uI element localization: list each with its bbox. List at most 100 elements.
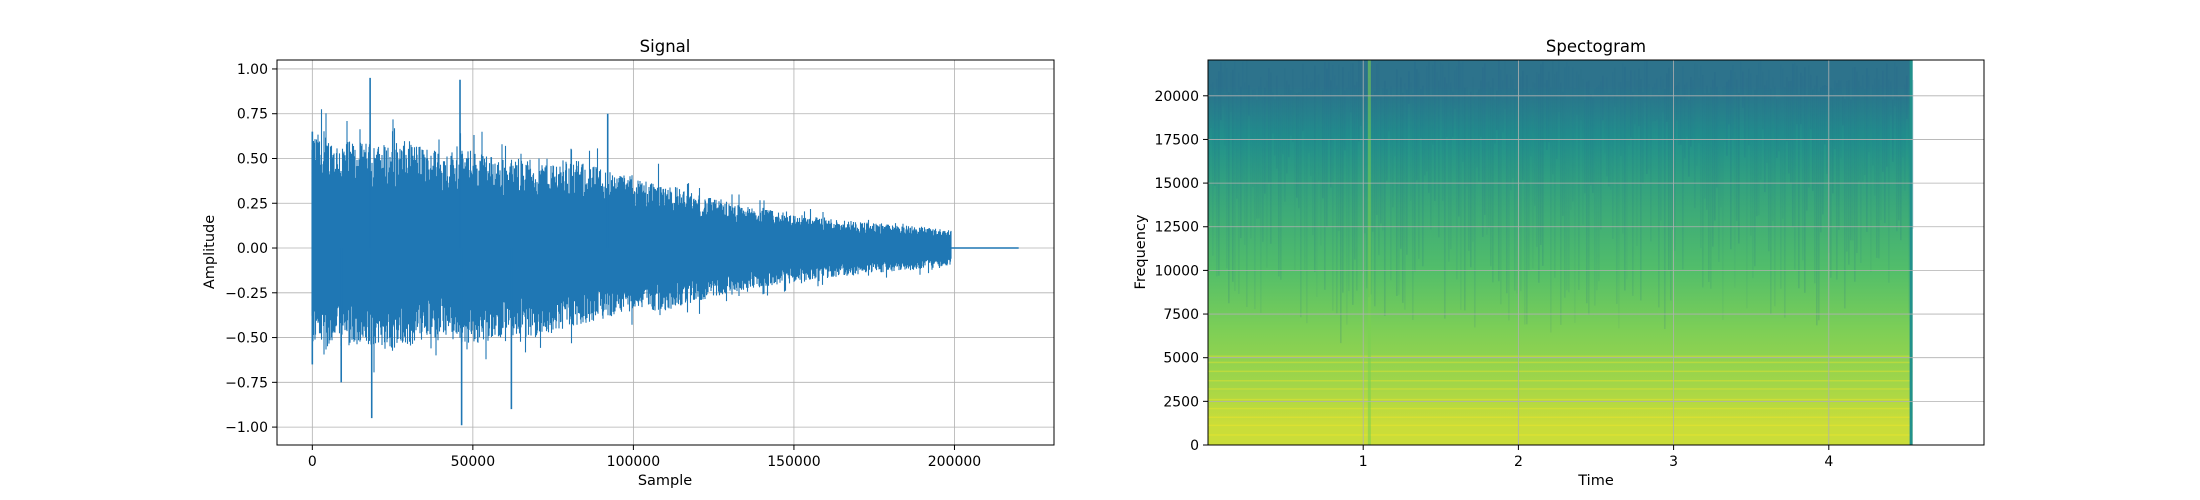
spectrogram-streak <box>1438 80 1440 238</box>
spectrogram-streak <box>1698 77 1700 143</box>
spectrogram-streak <box>1528 93 1530 271</box>
spectrogram-y-tick-label: 7500 <box>1163 307 1199 323</box>
spectrogram-x-tick-label: 4 <box>1824 454 1833 470</box>
spectrogram-y-tick-label: 15000 <box>1154 176 1199 192</box>
spectrogram-streak <box>1570 87 1572 210</box>
spectrogram-streak <box>1366 61 1368 289</box>
spectrogram-streak <box>1576 71 1578 115</box>
spectrogram-streak <box>1266 80 1268 268</box>
spectrogram-streak <box>1490 87 1492 267</box>
spectrogram-streak <box>1414 61 1416 272</box>
spectrogram-streak <box>1848 80 1850 265</box>
spectrogram-streak <box>1230 72 1232 112</box>
spectrogram-streak <box>1444 77 1446 319</box>
spectrogram-streak <box>1620 82 1622 156</box>
spectrogram-xlabel: Time <box>1577 473 1614 489</box>
spectrogram-streak <box>1780 64 1782 289</box>
spectrogram-streak <box>1450 82 1452 250</box>
spectrogram-y-ticks: 0 2500 5000 7500 10000 12500 15000 17500 20000 <box>1154 89 1208 454</box>
spectrogram-streak <box>1310 82 1312 177</box>
spectrogram-streak <box>1364 89 1366 234</box>
spectrogram-streak <box>1372 95 1374 232</box>
spectrogram-streak <box>1300 92 1302 318</box>
spectrogram-x-tick-label: 1 <box>1359 454 1368 470</box>
signal-y-tick-label: −0.25 <box>225 286 268 302</box>
spectrogram-streak <box>1278 96 1280 277</box>
spectrogram-streak <box>1250 95 1252 239</box>
spectrogram-frame <box>1207 59 1985 446</box>
spectrogram-streak <box>1858 81 1860 182</box>
spectrogram-streak <box>1880 85 1882 221</box>
spectrogram-streak <box>1688 99 1690 177</box>
spectrogram-streak <box>1712 79 1714 247</box>
spectrogram-streak <box>1902 96 1904 158</box>
spectrogram-harmonic <box>1208 398 1913 401</box>
spectrogram-streak <box>1726 81 1728 156</box>
spectrogram-streak <box>1644 60 1646 103</box>
spectrogram-streak <box>1806 95 1808 211</box>
spectrogram-streak <box>1510 74 1512 191</box>
signal-x-ticks: 0 50000 100000 150000 200000 <box>308 445 981 470</box>
spectrogram-streak <box>1460 63 1462 310</box>
spectrogram-streak <box>1422 85 1424 267</box>
spectrogram-streak <box>1892 99 1894 162</box>
spectrogram-streak <box>1318 74 1320 182</box>
spectrogram-streak <box>1434 61 1436 201</box>
spectrogram-streak <box>1692 80 1694 140</box>
spectrogram-streak <box>1706 85 1708 210</box>
spectrogram-streak <box>1636 80 1638 246</box>
spectrogram-streak <box>1452 91 1454 137</box>
spectrogram-streak <box>1886 63 1888 167</box>
spectrogram-streak <box>1412 93 1414 321</box>
spectrogram-streak <box>1360 61 1362 126</box>
spectrogram-edge <box>1909 60 1913 445</box>
spectrogram-streak <box>1594 88 1596 306</box>
spectrogram-streak <box>1704 93 1706 199</box>
spectrogram-streak <box>1756 75 1758 217</box>
spectrogram-streak <box>1308 88 1310 153</box>
spectrogram-streak <box>1286 80 1288 174</box>
spectrogram-streak <box>1654 83 1656 121</box>
signal-y-tick-label: 1.00 <box>237 62 268 78</box>
spectrogram-streak <box>1690 77 1692 147</box>
spectrogram-streak <box>1314 65 1316 272</box>
spectrogram-streak <box>1904 84 1906 191</box>
spectrogram-harmonic <box>1208 434 1913 436</box>
spectrogram-streak <box>1900 96 1902 241</box>
spectrogram-streak <box>1558 61 1560 112</box>
spectrogram-streak <box>1272 92 1274 134</box>
spectrogram-streak <box>1758 62 1760 216</box>
spectrogram-y-tick-label: 5000 <box>1163 351 1199 367</box>
spectrogram-streak <box>1542 61 1544 266</box>
spectrogram-streak <box>1328 62 1330 139</box>
spectrogram-streak <box>1846 81 1848 252</box>
spectrogram-streak <box>1884 98 1886 224</box>
spectrogram-streak <box>1754 89 1756 267</box>
spectrogram-x-ticks: 1 2 3 4 <box>1359 445 1833 470</box>
spectrogram-y-tick-label: 10000 <box>1154 263 1199 279</box>
spectrogram-streak <box>1748 68 1750 146</box>
spectrogram-streak <box>1564 67 1566 298</box>
spectrogram-streak <box>1730 70 1732 250</box>
spectrogram-streak <box>1344 90 1346 151</box>
spectrogram-streak <box>1788 81 1790 174</box>
spectrogram-ylabel: Frequency <box>1133 214 1149 289</box>
spectrogram-streak <box>1708 93 1710 282</box>
spectrogram-streak <box>1222 72 1224 107</box>
spectrogram-streak <box>1804 67 1806 293</box>
spectrogram-streak <box>1536 72 1538 247</box>
spectrogram-streak <box>1402 92 1404 303</box>
spectrogram-streak <box>1870 95 1872 272</box>
spectrogram-streak <box>1258 86 1260 219</box>
spectrogram-streak <box>1768 69 1770 252</box>
spectrogram-streak <box>1540 64 1542 245</box>
spectrogram-streak <box>1388 95 1390 132</box>
spectrogram-streak <box>1418 72 1420 259</box>
spectrogram-streak <box>1614 67 1616 107</box>
spectrogram-streak <box>1246 60 1248 307</box>
signal-y-tick-label: 0.25 <box>237 196 268 212</box>
spectrogram-streak <box>1280 94 1282 280</box>
spectrogram-streak <box>1494 99 1496 144</box>
spectrogram-streak <box>1400 77 1402 249</box>
spectrogram-streak <box>1896 66 1898 232</box>
